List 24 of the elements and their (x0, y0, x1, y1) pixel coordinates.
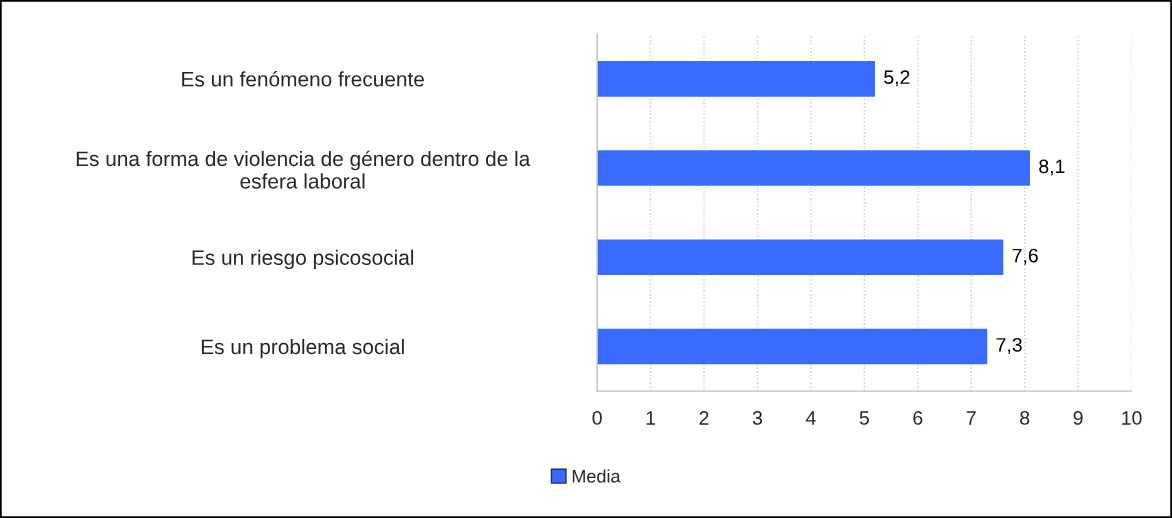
x-tick-label: 0 (592, 411, 602, 425)
data-label: 8,1 (1039, 159, 1065, 176)
bar (597, 60, 876, 97)
y-tick-label: Es un problema social (201, 338, 404, 359)
bar (597, 150, 1031, 186)
data-label: 7,6 (1012, 248, 1038, 265)
y-tick-label: Es una forma de violencia de género dentro de la esfera laboral (76, 150, 531, 189)
x-tick-label: 10 (1122, 411, 1142, 425)
x-tick-label: 2 (699, 411, 709, 425)
x-tick-label: 5 (859, 411, 869, 425)
x-tick-label: 7 (966, 411, 976, 425)
x-tick-label: 1 (646, 411, 656, 425)
x-tick-label: 8 (1020, 411, 1030, 425)
bar (597, 328, 988, 365)
bar (597, 239, 1004, 276)
x-tick-label: 9 (1073, 411, 1083, 425)
legend-label: Media (572, 469, 621, 483)
y-tick-label: Es un riesgo psicosocial (192, 249, 414, 270)
x-tick-label: 3 (752, 411, 763, 425)
x-tick-label: 4 (805, 411, 816, 425)
x-tick-label: 6 (913, 411, 923, 425)
data-label: 5,2 (884, 70, 910, 87)
y-tick-label: Es un fenómeno frecuente (182, 71, 424, 87)
data-label: 7,3 (996, 337, 1022, 354)
